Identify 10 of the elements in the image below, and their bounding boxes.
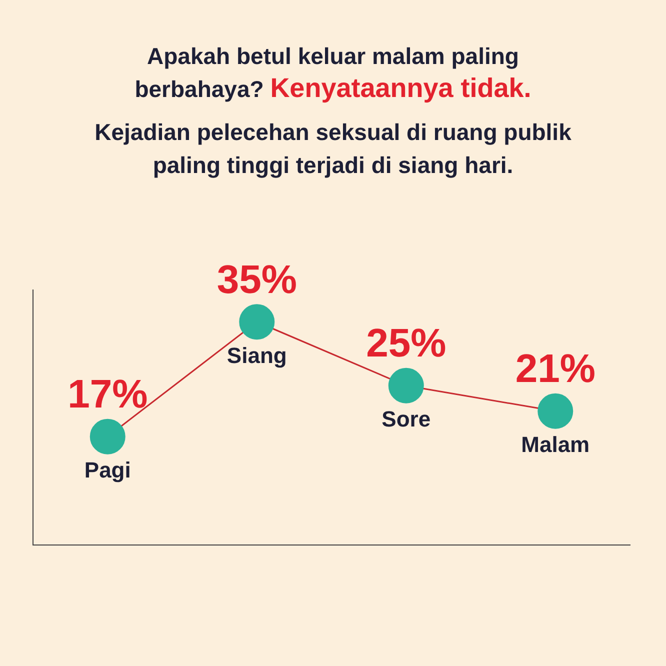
data-label: 25% — [366, 322, 446, 366]
data-label: 17% — [68, 372, 148, 417]
x-tick-label: Sore — [382, 406, 431, 432]
data-label: 21% — [515, 347, 596, 392]
chart-title: Apakah betul keluar malam paling berbahaya? Kenyataannya tidak. — [134, 43, 532, 103]
x-tick-label: Malam — [521, 432, 590, 458]
data-label: 35% — [216, 258, 297, 302]
x-tick-label: Siang — [226, 342, 287, 368]
x-tick-label: Pagi — [84, 458, 131, 483]
chart-subtitle: Kejadian pelecehan seksual di ruang publik paling tinggi terjadi di siang hari. — [94, 118, 572, 180]
